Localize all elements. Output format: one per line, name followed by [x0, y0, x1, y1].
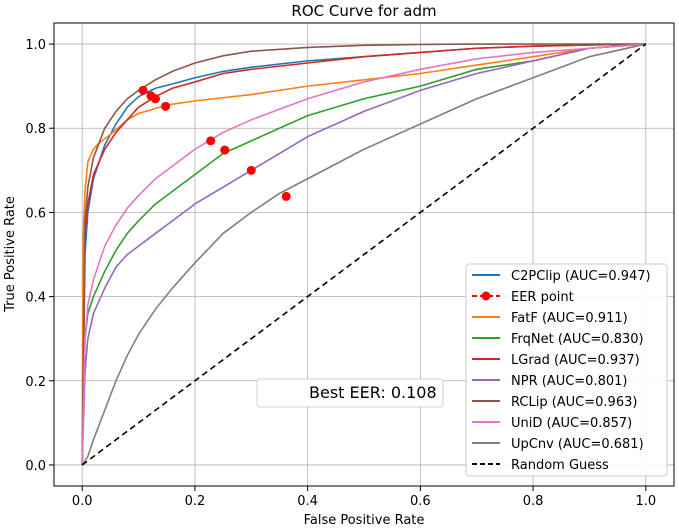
series-line-frqnet [81, 43, 646, 465]
random-guess-line [81, 43, 647, 466]
series-line-upcnv [81, 43, 646, 466]
y-tick-label: 0.0 [25, 459, 46, 474]
x-tick-label: 1.0 [635, 494, 656, 509]
eer-point [138, 85, 148, 95]
y-tick-label: 0.8 [25, 122, 46, 137]
x-tick-label: 0.4 [297, 494, 318, 509]
legend-marker [481, 291, 491, 301]
legend-entry: FrqNet (AUC=0.830) [472, 332, 644, 347]
legend-label: RCLip (AUC=0.963) [511, 395, 637, 410]
eer-annotation: Best EER: 0.108 [256, 378, 444, 408]
series-line-npr [81, 43, 646, 465]
legend-label: NPR (AUC=0.801) [511, 374, 627, 389]
legend-label: FrqNet (AUC=0.830) [511, 332, 644, 347]
legend-entry: Random Guess [472, 458, 609, 473]
legend-box [465, 263, 668, 477]
eer-point [150, 94, 160, 104]
legend-entry: RCLip (AUC=0.963) [472, 395, 637, 410]
eer-point [206, 136, 216, 146]
plot-area [81, 43, 647, 466]
eer-layer [138, 85, 291, 201]
legend-label: LGrad (AUC=0.937) [511, 353, 640, 368]
series-line-unid [81, 43, 646, 465]
x-axis-label: False Positive Rate [304, 513, 425, 528]
legend-label: Random Guess [511, 458, 609, 473]
legend-label: C2PClip (AUC=0.947) [511, 269, 651, 284]
x-tick-label: 0.8 [523, 494, 544, 509]
y-tick-label: 0.4 [25, 291, 46, 306]
series-line-rclip [81, 43, 646, 465]
legend-label: UniD (AUC=0.857) [511, 416, 632, 431]
x-tick-label: 0.0 [72, 494, 93, 509]
y-tick-label: 1.0 [25, 38, 46, 53]
legend-entry: EER point [472, 290, 574, 305]
series-line-lgrad [81, 43, 646, 465]
y-tick-label: 0.2 [25, 375, 46, 390]
eer-point [246, 165, 256, 175]
legend-entry: LGrad (AUC=0.937) [472, 353, 640, 368]
legend-entry: C2PClip (AUC=0.947) [472, 269, 651, 284]
x-tick-label: 0.2 [185, 494, 206, 509]
chart-title: ROC Curve for adm [291, 2, 436, 20]
grid [54, 23, 674, 486]
eer-point [281, 191, 291, 201]
plot-frame [53, 22, 675, 487]
y-tick-label: 0.6 [25, 206, 46, 221]
annotation-text: Best EER: 0.108 [309, 383, 437, 402]
eer-point [220, 145, 230, 155]
y-axis-label: True Positive Rate [3, 196, 18, 313]
legend-entry: UpCnv (AUC=0.681) [472, 437, 644, 452]
legend-entry: NPR (AUC=0.801) [472, 374, 627, 389]
x-tick-label: 0.6 [410, 494, 431, 509]
legend-entry: FatF (AUC=0.911) [472, 311, 628, 326]
legend-label: UpCnv (AUC=0.681) [511, 437, 644, 452]
legend-label: EER point [511, 290, 574, 305]
legend: C2PClip (AUC=0.947) EER point FatF (AUC=0.… [465, 263, 668, 477]
legend-entry: UniD (AUC=0.857) [472, 416, 632, 431]
annotation-box [256, 378, 444, 408]
eer-point [161, 101, 171, 111]
legend-label: FatF (AUC=0.911) [511, 311, 628, 326]
axis-ticks: 0.0 0.2 0.4 0.6 0.8 1.0 0.0 0.2 0.4 0.6 0.8 1.0 [25, 38, 656, 509]
